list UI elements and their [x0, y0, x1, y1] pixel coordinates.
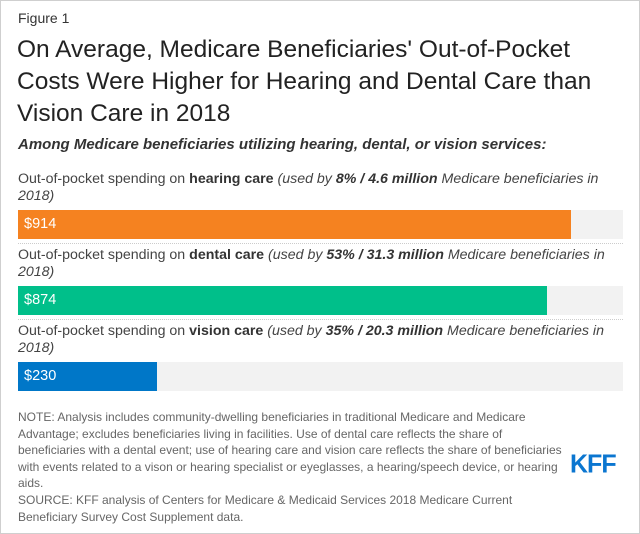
- bar-row: Out-of-pocket spending on vision care (u…: [18, 323, 623, 391]
- label-usage-a: (used by: [273, 171, 336, 187]
- chart-title: On Average, Medicare Beneficiaries' Out-…: [17, 36, 592, 127]
- bar: [18, 210, 571, 239]
- label-usage-a: (used by: [263, 323, 326, 339]
- label-prefix: Out-of-pocket spending on: [18, 323, 190, 339]
- bar-value-label: $914: [24, 216, 57, 232]
- chart-subtitle: Among Medicare beneficiaries utilizing h…: [18, 136, 547, 153]
- bar-label: Out-of-pocket spending on vision care (u…: [18, 323, 623, 356]
- label-usage-share: 53% / 31.3 million: [326, 247, 444, 263]
- row-divider: [18, 319, 623, 320]
- label-category: dental care: [189, 247, 265, 263]
- figure-label: Figure 1: [18, 10, 70, 26]
- label-category: vision care: [189, 323, 264, 339]
- label-usage-b: Medicare beneficiaries in 2018): [18, 323, 604, 356]
- label-prefix: Out-of-pocket spending on: [18, 247, 190, 263]
- bar-value-label: $230: [24, 368, 57, 384]
- notes: NOTE: Analysis includes community-dwelli…: [18, 409, 563, 525]
- label-category: hearing care: [189, 171, 274, 187]
- bar-row: Out-of-pocket spending on hearing care (…: [18, 171, 623, 239]
- bar: [18, 362, 158, 391]
- label-usage-b: Medicare beneficiaries in 2018): [18, 171, 599, 204]
- row-divider: [18, 243, 623, 244]
- note-text: NOTE: Analysis includes community-dwelli…: [18, 410, 562, 491]
- label-prefix: Out-of-pocket spending on: [18, 171, 190, 187]
- bar-track: $874: [18, 286, 623, 315]
- bar-track: $230: [18, 362, 623, 391]
- bar-label: Out-of-pocket spending on hearing care (…: [18, 171, 623, 204]
- kff-logo: KFF: [570, 449, 617, 479]
- source-text: SOURCE: KFF analysis of Centers for Medi…: [18, 492, 513, 524]
- bar: [18, 286, 547, 315]
- label-usage-share: 8% / 4.6 million: [335, 171, 438, 187]
- label-usage-b: Medicare beneficiaries in 2018): [18, 247, 605, 280]
- bar-row: Out-of-pocket spending on dental care (u…: [18, 247, 623, 315]
- label-usage-a: (used by: [264, 247, 327, 263]
- bar-label: Out-of-pocket spending on dental care (u…: [18, 247, 623, 280]
- bar-value-label: $874: [24, 292, 57, 308]
- label-usage-share: 35% / 20.3 million: [325, 323, 444, 339]
- bar-track: $914: [18, 210, 623, 239]
